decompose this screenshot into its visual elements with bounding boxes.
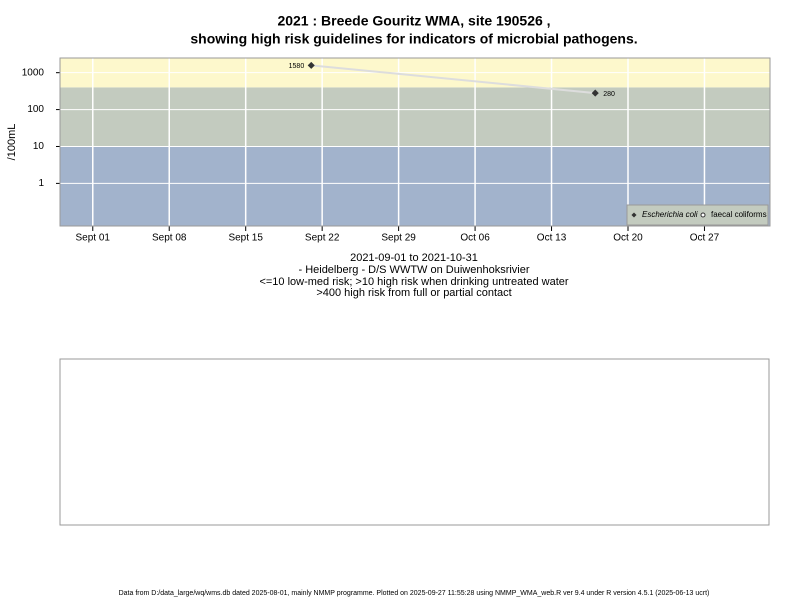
y-tick-label: 10 [33,141,45,152]
subtitle: <=10 low-med risk; >10 high risk when dr… [259,276,568,288]
series-line [311,64,596,95]
subtitle: 2021-09-01 to 2021-10-31 [350,252,478,264]
legend-box [626,204,769,226]
y-tick-label: 100 [27,104,44,115]
y-axis-label: /100mL [6,124,18,161]
x-tick-label: Oct 27 [690,233,720,244]
data-label: 280 [603,91,615,98]
x-tick-label: Oct 13 [537,233,567,244]
legend-label: Escherichia coli [642,210,698,219]
chart-title: showing high risk guidelines for indicat… [190,31,637,47]
data-point [591,89,599,97]
x-tick-label: Sept 01 [76,233,111,244]
y-tick-label: 1 [38,178,44,189]
data-label: 1580 [289,63,305,70]
x-tick-label: Sept 22 [305,233,340,244]
plot-frame [59,57,771,227]
x-tick-label: Oct 06 [460,233,490,244]
risk-band [60,87,770,147]
x-tick-label: Sept 29 [381,233,416,244]
empty-panel [59,358,770,526]
subtitle: - Heidelberg - D/S WWTW on Duiwenhoksriv… [298,264,529,276]
chart-title: 2021 : Breede Gouritz WMA, site 190526 , [277,13,550,29]
legend-label: faecal coliforms [711,210,767,219]
x-tick-label: Oct 20 [613,233,643,244]
x-tick-label: Sept 08 [152,233,187,244]
legend-marker [700,212,706,218]
y-tick-label: 1000 [22,67,45,78]
subtitle: >400 high risk from full or partial cont… [316,287,511,299]
x-tick-label: Sept 15 [228,233,263,244]
data-point [307,61,315,69]
footer: Data from D:/data_large/wq/wms.db dated … [119,590,710,597]
